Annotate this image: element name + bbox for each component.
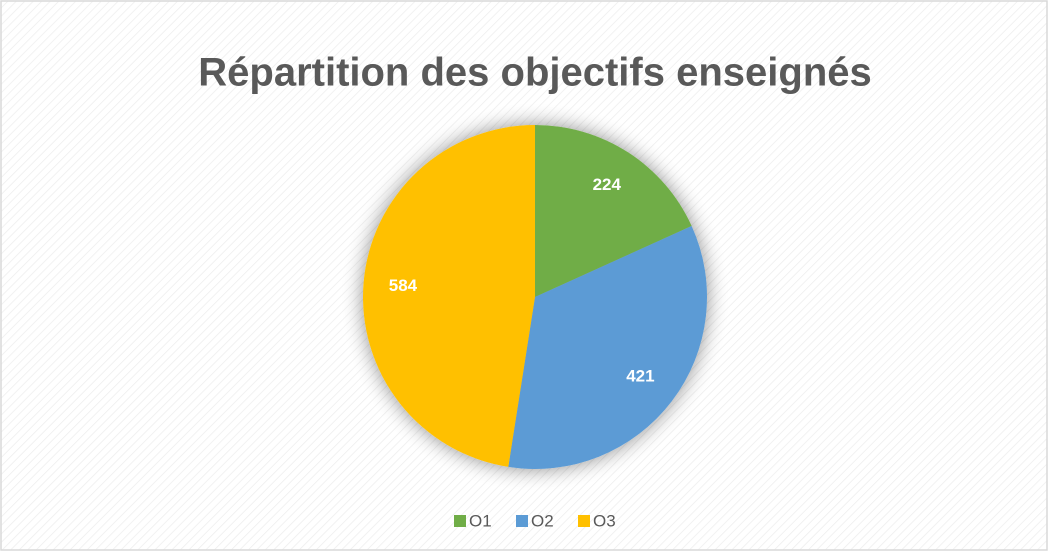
legend-swatch (454, 515, 466, 527)
chart-title: Répartition des objectifs enseignés (198, 51, 872, 95)
data-label: 584 (389, 276, 418, 295)
legend-swatch (516, 515, 528, 527)
data-label: 421 (626, 367, 654, 386)
pie-slice (363, 125, 535, 467)
pie-slice (508, 225, 707, 469)
pie (363, 125, 707, 469)
legend-label: O3 (593, 511, 616, 530)
legend-label: O2 (531, 511, 554, 530)
legend-swatch (578, 515, 590, 527)
data-label: 224 (593, 175, 622, 194)
pie-slice (535, 125, 692, 297)
legend-label: O1 (469, 511, 492, 530)
